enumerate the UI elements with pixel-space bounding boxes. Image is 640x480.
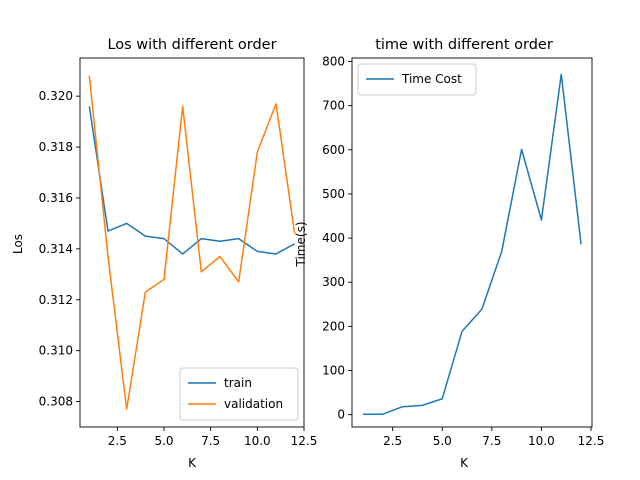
loss-chart: Los with different order K Los 2.5 5.0 7.5… <box>11 37 317 470</box>
loss-chart-xticks: 2.5 5.0 7.5 10.0 12.5 <box>108 427 318 448</box>
time-chart-xlabel: K <box>460 456 469 470</box>
x-tick-label: 5.0 <box>154 434 173 448</box>
y-tick-label: 200 <box>322 319 345 333</box>
x-tick-label: 7.5 <box>201 434 220 448</box>
legend-label: validation <box>224 397 283 411</box>
y-tick-label: 800 <box>322 55 345 69</box>
series-line-validation <box>88 75 296 410</box>
time-chart-frame <box>351 57 593 428</box>
loss-chart-ylabel: Los <box>11 234 25 254</box>
series-line-time-cost <box>362 73 582 415</box>
x-tick-label: 7.5 <box>482 434 501 448</box>
loss-chart-lines <box>88 75 296 410</box>
time-chart-ylabel: Time(s) <box>294 222 308 268</box>
x-tick-label: 12.5 <box>578 434 605 448</box>
x-tick-label: 2.5 <box>383 434 402 448</box>
loss-chart-legend: train validation <box>179 367 299 421</box>
x-tick-label: 5.0 <box>433 434 452 448</box>
y-tick-label: 0 <box>337 408 345 422</box>
loss-chart-yticks: 0.308 0.310 0.312 0.314 0.316 0.318 0.320 <box>39 89 80 409</box>
y-tick-label: 0.314 <box>39 242 73 256</box>
series-line-train <box>88 106 296 255</box>
legend-label: Time Cost <box>401 72 462 86</box>
y-tick-label: 100 <box>322 364 345 378</box>
loss-chart-title: Los with different order <box>107 37 276 53</box>
time-chart: time with different order K Time(s) 2.5 5… <box>294 37 604 470</box>
time-chart-title: time with different order <box>375 37 553 53</box>
x-tick-label: 10.0 <box>244 434 271 448</box>
y-tick-label: 0.308 <box>39 395 73 409</box>
y-tick-label: 700 <box>322 99 345 113</box>
loss-chart-frame <box>79 57 305 428</box>
time-chart-lines <box>362 73 582 415</box>
x-tick-label: 10.0 <box>528 434 555 448</box>
time-chart-xticks: 2.5 5.0 7.5 10.0 12.5 <box>383 427 604 448</box>
y-tick-label: 0.318 <box>39 140 73 154</box>
y-tick-label: 400 <box>322 231 345 245</box>
legend-box <box>179 367 299 421</box>
time-chart-legend: Time Cost <box>357 63 477 96</box>
x-tick-label: 2.5 <box>108 434 127 448</box>
legend-box <box>357 63 477 96</box>
time-chart-yticks: 0 100 200 300 400 500 600 700 800 <box>322 55 352 422</box>
y-tick-label: 0.320 <box>39 89 73 103</box>
y-tick-label: 0.312 <box>39 293 73 307</box>
y-tick-label: 0.310 <box>39 344 73 358</box>
y-tick-label: 300 <box>322 275 345 289</box>
y-tick-label: 0.316 <box>39 191 73 205</box>
y-tick-label: 500 <box>322 187 345 201</box>
loss-chart-xlabel: K <box>188 456 197 470</box>
y-tick-label: 600 <box>322 143 345 157</box>
legend-label: train <box>224 376 252 390</box>
x-tick-label: 12.5 <box>291 434 318 448</box>
